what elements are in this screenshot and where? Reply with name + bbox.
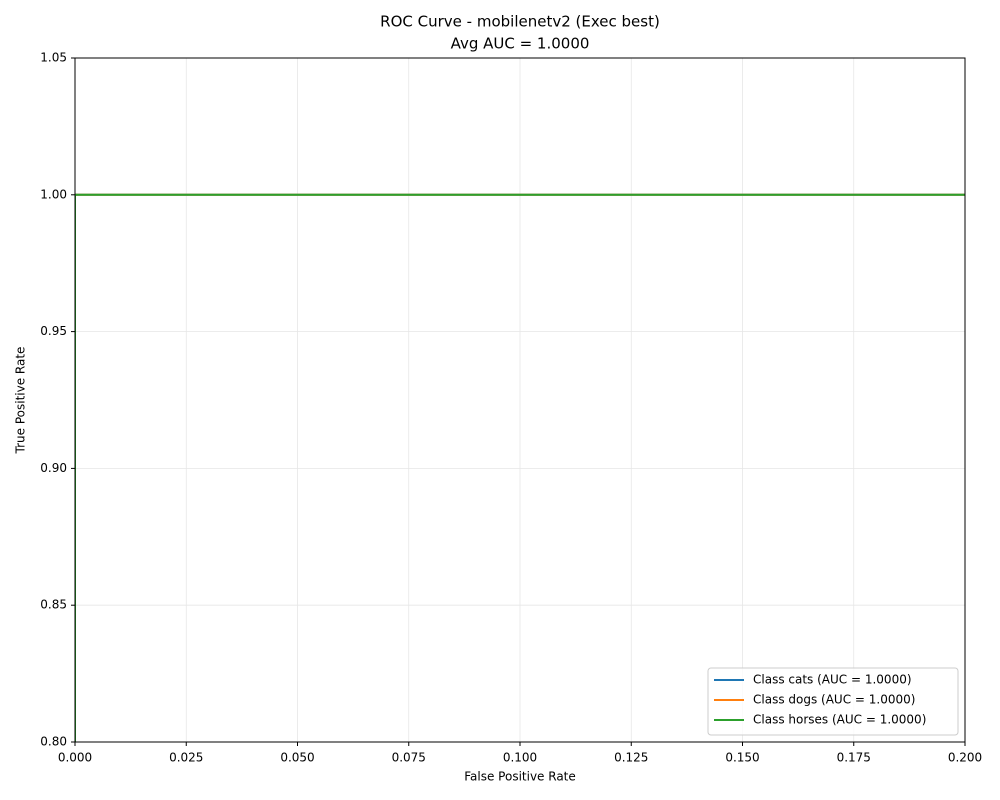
plot-frame xyxy=(74,57,966,743)
y-tick-label: 0.95 xyxy=(40,324,67,338)
x-tick-label: 0.200 xyxy=(948,751,982,765)
y-tick-label: 1.05 xyxy=(40,51,67,65)
legend-box xyxy=(707,667,959,736)
y-axis-label: True Positive Rate xyxy=(14,347,28,455)
x-tick-label: 0.025 xyxy=(169,751,203,765)
y-tick-label: 0.85 xyxy=(40,598,67,612)
x-tick-label: 0.000 xyxy=(58,751,92,765)
y-tick-label: 0.80 xyxy=(40,735,67,749)
x-tick-label: 0.050 xyxy=(280,751,314,765)
x-tick-label: 0.150 xyxy=(725,751,759,765)
x-axis-label: False Positive Rate xyxy=(464,770,576,784)
chart-subtitle: Avg AUC = 1.0000 xyxy=(451,35,590,53)
x-tick-label: 0.125 xyxy=(614,751,648,765)
legend-label: Class horses (AUC = 1.0000) xyxy=(753,713,926,727)
legend-label: Class dogs (AUC = 1.0000) xyxy=(753,693,915,707)
x-tick-label: 0.075 xyxy=(392,751,426,765)
x-tick-label: 0.100 xyxy=(503,751,537,765)
y-tick-label: 1.00 xyxy=(40,187,67,201)
legend-label: Class cats (AUC = 1.0000) xyxy=(753,673,912,687)
chart-title: ROC Curve - mobilenetv2 (Exec best) xyxy=(380,13,660,31)
y-tick-label: 0.90 xyxy=(40,461,67,475)
x-tick-label: 0.175 xyxy=(837,751,871,765)
